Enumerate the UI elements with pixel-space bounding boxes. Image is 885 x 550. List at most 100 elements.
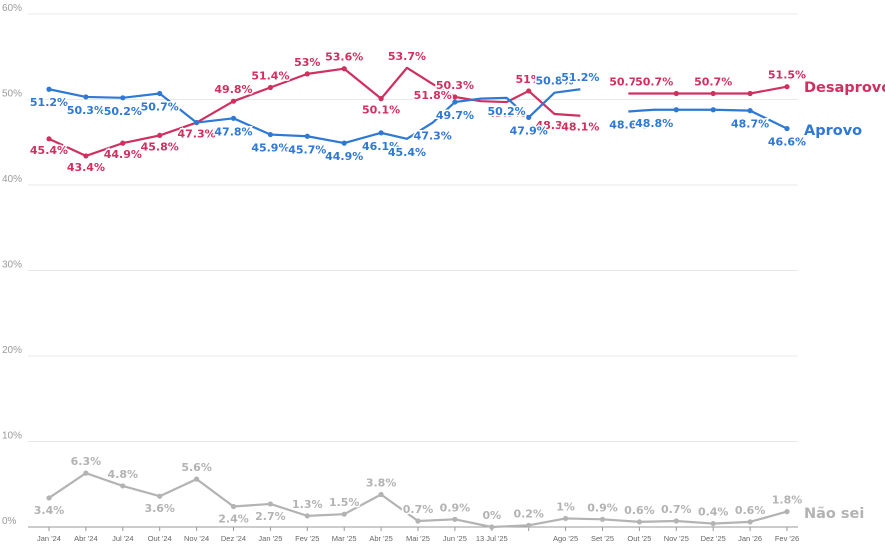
data-label: 48.7% bbox=[731, 118, 769, 131]
data-point bbox=[710, 90, 716, 97]
data-label: 2.7% bbox=[255, 510, 286, 523]
data-point bbox=[526, 522, 532, 528]
data-point bbox=[267, 501, 273, 507]
data-point bbox=[304, 71, 310, 77]
data-label: 50.7% bbox=[141, 101, 179, 114]
data-label: 1.5% bbox=[329, 496, 360, 509]
data-point bbox=[710, 520, 716, 527]
series-line bbox=[628, 85, 788, 95]
x-axis: Jan '24 Abr '24 Jul '24 Out '24 Nov '24 Dez '… bbox=[37, 527, 799, 543]
data-label: 3.6% bbox=[144, 502, 175, 515]
x-tick-label: Mar '25 bbox=[332, 534, 357, 543]
data-label: 46.6% bbox=[768, 136, 806, 149]
x-tick-label: Set '25 bbox=[591, 534, 614, 543]
data-point bbox=[83, 94, 89, 100]
data-label: 51.2% bbox=[30, 96, 68, 109]
data-point bbox=[83, 153, 89, 159]
data-point bbox=[120, 483, 126, 489]
data-label: 2.4% bbox=[218, 512, 249, 525]
x-tick-label: 13 Jul '25 bbox=[476, 534, 508, 543]
data-point bbox=[452, 94, 458, 100]
data-label: 0.9% bbox=[440, 501, 471, 514]
data-label: 0.4% bbox=[698, 506, 729, 519]
data-label: 45.4% bbox=[388, 146, 426, 159]
data-label: 6.3% bbox=[71, 455, 102, 468]
x-tick-label: Dez '25 bbox=[701, 534, 726, 543]
x-tick-label: Out '24 bbox=[148, 534, 172, 543]
x-tick-label: Jul '24 bbox=[112, 534, 133, 543]
data-label: 50.1% bbox=[362, 104, 400, 117]
y-tick-label: 10% bbox=[2, 431, 22, 442]
data-point bbox=[230, 115, 237, 121]
data-label: 51.4% bbox=[251, 70, 289, 83]
data-point bbox=[673, 90, 679, 97]
data-label: 50.3% bbox=[436, 79, 474, 92]
data-label: 0% bbox=[482, 509, 501, 522]
data-label: 53.6% bbox=[325, 51, 363, 64]
data-label: 50.8% bbox=[535, 75, 573, 88]
series-n-o-sei bbox=[46, 470, 790, 530]
x-tick-label: Nov '24 bbox=[184, 534, 209, 543]
data-point bbox=[636, 519, 643, 525]
data-label: 44.9% bbox=[325, 150, 363, 163]
data-label: 47.9% bbox=[510, 124, 548, 137]
data-label: 1.8% bbox=[772, 494, 803, 507]
data-label: 47.3% bbox=[178, 128, 216, 141]
data-labels: 45.4%43.4%44.9%45.8%47.3%49.8%51.4%53% 53… bbox=[28, 48, 807, 527]
data-point bbox=[563, 515, 569, 522]
x-tick-label: Fev '26 bbox=[775, 534, 799, 543]
data-label: 0.2% bbox=[513, 507, 544, 520]
data-label: 45.8% bbox=[141, 140, 179, 153]
data-label: 50.3% bbox=[67, 104, 105, 117]
data-label: 0.6% bbox=[735, 504, 766, 517]
data-label: 0.6% bbox=[624, 504, 655, 517]
data-label: 50.7% bbox=[635, 76, 673, 89]
data-label: 49.7% bbox=[487, 107, 525, 120]
data-point bbox=[341, 66, 347, 72]
data-point bbox=[784, 125, 790, 132]
y-axis: 0% 10% 20% 30% 40% 50% 60% bbox=[2, 3, 22, 527]
data-label: 45.9% bbox=[251, 142, 289, 155]
y-tick-label: 60% bbox=[2, 3, 22, 14]
series-name-labels: Desaprovo Aprovo Não sei bbox=[804, 80, 885, 522]
data-point bbox=[747, 519, 753, 525]
y-tick-label: 30% bbox=[2, 260, 22, 271]
data-point bbox=[46, 86, 52, 92]
data-point bbox=[46, 136, 52, 142]
series-name-label: Aprovo bbox=[804, 123, 862, 139]
y-tick-label: 50% bbox=[2, 89, 22, 100]
data-point bbox=[784, 84, 790, 90]
data-point bbox=[378, 130, 384, 136]
y-tick-label: 40% bbox=[2, 174, 22, 185]
data-label: 48.8% bbox=[635, 117, 673, 130]
data-point bbox=[415, 518, 421, 524]
data-label: 48.6% bbox=[609, 118, 647, 131]
data-point bbox=[378, 96, 384, 102]
data-point bbox=[194, 476, 200, 482]
data-point bbox=[489, 524, 495, 530]
gridlines bbox=[28, 13, 798, 528]
x-tick-label: Dez '24 bbox=[221, 534, 246, 543]
data-point bbox=[230, 98, 237, 104]
data-label: 47.3% bbox=[414, 130, 452, 143]
data-label: 0.7% bbox=[403, 503, 434, 516]
data-label: 51.8% bbox=[414, 89, 452, 102]
data-label: 51.5% bbox=[768, 69, 806, 82]
data-label: 48.1% bbox=[561, 121, 599, 134]
data-point bbox=[157, 493, 163, 499]
data-label: 49.8% bbox=[214, 83, 252, 96]
x-tick-label: Out '25 bbox=[627, 534, 651, 543]
y-tick-label: 0% bbox=[2, 516, 17, 527]
data-point bbox=[46, 495, 52, 501]
data-label: 48.3% bbox=[535, 119, 573, 132]
data-label: 5.6% bbox=[181, 461, 212, 474]
data-point bbox=[120, 140, 126, 146]
data-label: 3.8% bbox=[366, 477, 397, 490]
data-point bbox=[526, 88, 532, 94]
x-tick-label: Ago '25 bbox=[553, 534, 578, 543]
data-point bbox=[267, 84, 273, 91]
data-point bbox=[747, 108, 753, 114]
series-name-label: Desaprovo bbox=[804, 80, 885, 96]
